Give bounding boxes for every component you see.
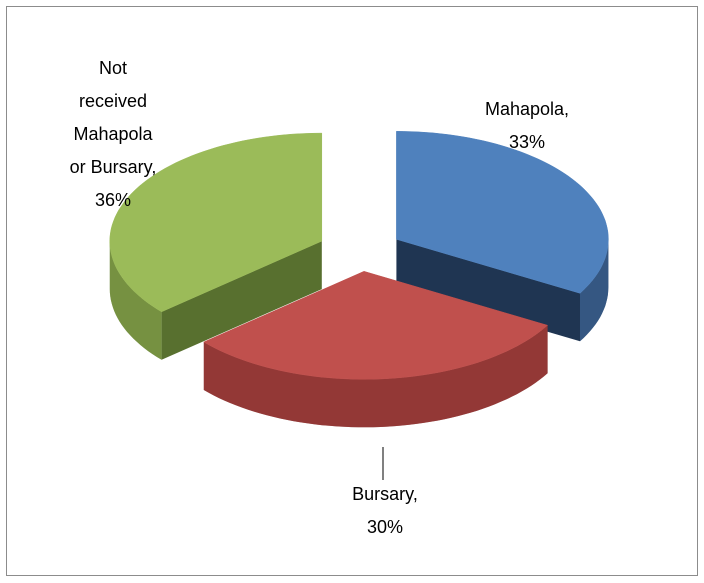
data-label: Bursary, 30% (352, 484, 418, 537)
slice-top (109, 132, 323, 313)
pie-slice (203, 271, 549, 428)
slice-top (203, 271, 549, 380)
slice-outer-wall (109, 241, 162, 360)
slice-outer-shade (580, 239, 609, 342)
pie-slice (396, 131, 609, 342)
data-label: Not received Mahapola or Bursary, 36% (69, 58, 157, 210)
slice-outer-shade (109, 241, 162, 360)
slice-top (396, 131, 609, 294)
slice-side-wall (161, 241, 322, 360)
slice-outer-shade (203, 325, 548, 428)
data-label: Mahapola, 33% (484, 99, 570, 152)
slice-outer-wall (203, 325, 548, 428)
slice-outer-wall (580, 239, 609, 342)
pie-slice (109, 132, 323, 360)
slice-side-wall (396, 239, 580, 342)
